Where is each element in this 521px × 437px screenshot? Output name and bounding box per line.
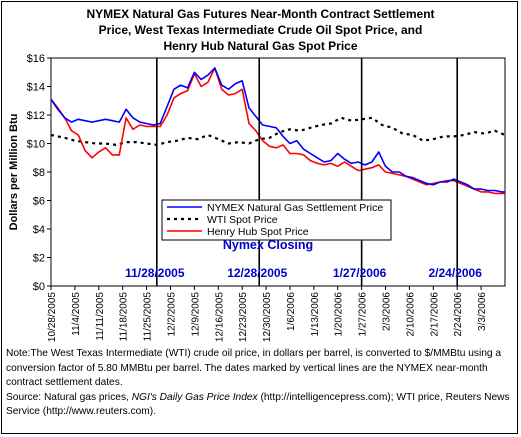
x-tick-label: 2/3/2006 (382, 292, 393, 331)
settlement-date-label: 11/28/2005 (125, 266, 185, 280)
x-tick-label: 12/23/2005 (238, 292, 249, 342)
x-tick-label: 1/20/2006 (334, 292, 345, 337)
legend-label: NYMEX Natural Gas Settlement Price (207, 202, 383, 214)
y-tick-label: $10 (27, 139, 45, 151)
chart-title-line-3: Henry Hub Natural Gas Spot Price (163, 39, 358, 53)
x-tick-label: 1/27/2006 (358, 292, 369, 337)
y-tick-label: $4 (33, 224, 45, 236)
note-text: Note:The West Texas Intermediate (WTI) c… (6, 348, 502, 388)
x-tick-label: 10/28/2005 (47, 292, 58, 342)
x-tick-label: 2/10/2006 (405, 292, 416, 337)
x-tick-label: 12/30/2005 (262, 292, 273, 342)
y-tick-label: $0 (33, 281, 45, 293)
chart-note: Note:The West Texas Intermediate (WTI) c… (6, 347, 516, 420)
x-tick-label: 11/25/2005 (143, 292, 154, 342)
y-tick-label: $16 (27, 53, 45, 65)
x-tick-label: 11/11/2005 (95, 292, 106, 341)
settlement-date-label: 12/28/2005 (227, 266, 287, 280)
y-tick-label: $12 (27, 110, 45, 122)
y-axis-label: Dollars per Million Btu (8, 114, 20, 231)
series-line-nymex (50, 67, 505, 193)
y-tick-label: $14 (27, 82, 45, 94)
series-line-wti (50, 116, 506, 146)
x-tick-label: 2/24/2006 (453, 292, 464, 337)
x-tick-label: 12/2/2005 (166, 292, 177, 337)
nymex-closing-label: Nymex Closing (223, 238, 313, 252)
source-text: Source: Natural gas prices, NGI's Daily … (6, 391, 516, 420)
x-tick-label: 11/18/2005 (119, 292, 130, 342)
source-suffix: (http://intelligencepress.com); WTI pric… (6, 391, 510, 418)
x-tick-label: 1/13/2006 (310, 292, 321, 337)
settlement-date-label: 1/27/2006 (333, 266, 387, 280)
chart-title: NYMEX Natural Gas Futures Near-Month Con… (0, 6, 521, 54)
legend-label: Henry Hub Spot Price (207, 226, 309, 238)
series-line-henry-hub (50, 67, 505, 195)
x-tick-label: 1/6/2006 (286, 292, 297, 331)
source-prefix: Source: Natural gas prices, (6, 391, 132, 403)
source-index-name: NGI's Daily Gas Price Index (131, 391, 258, 403)
x-tick-label: 11/4/2005 (71, 292, 82, 336)
x-tick-label: 12/16/2005 (214, 292, 225, 342)
y-tick-label: $8 (33, 167, 45, 179)
chart-title-line-2: Price, West Texas Intermediate Crude Oil… (98, 23, 423, 37)
x-tick-label: 12/9/2005 (190, 292, 201, 337)
chart-title-line-1: NYMEX Natural Gas Futures Near-Month Con… (86, 7, 435, 21)
legend-label: WTI Spot Price (207, 214, 278, 226)
x-tick-label: 3/3/2006 (477, 292, 488, 331)
x-tick-label: 2/17/2006 (429, 292, 440, 337)
y-tick-label: $2 (33, 253, 45, 265)
y-tick-label: $6 (33, 196, 45, 208)
settlement-date-label: 2/24/2006 (429, 266, 483, 280)
